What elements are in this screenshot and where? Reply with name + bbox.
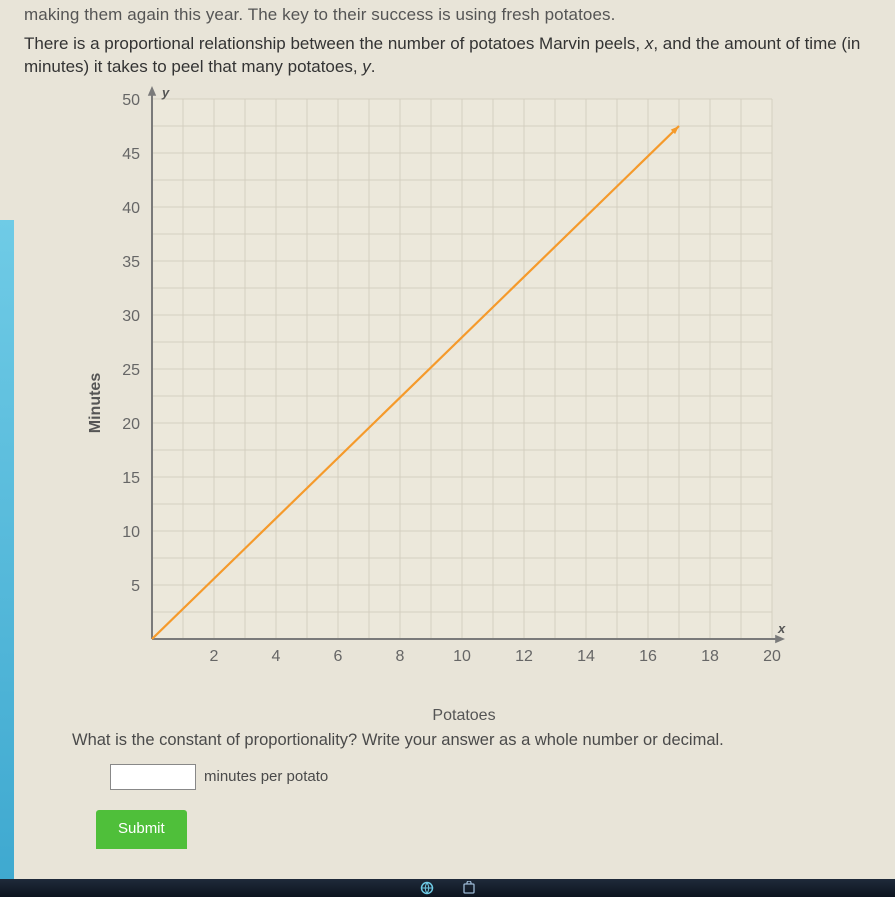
svg-text:20: 20 [122,416,140,433]
answer-row: minutes per potato [110,764,871,790]
svg-text:4: 4 [272,648,281,665]
submit-button[interactable]: Submit [96,810,187,849]
intro-cutoff-text: making them again this year. The key to … [24,4,871,27]
browser-icon[interactable] [420,881,434,895]
svg-text:35: 35 [122,254,140,271]
proportional-chart: y x 2 4 6 8 10 12 14 16 18 20 5 10 15 20 25 30 35 40 45 50 [94,83,834,693]
svg-text:30: 30 [122,308,140,325]
svg-text:10: 10 [122,524,140,541]
svg-text:25: 25 [122,362,140,379]
x-axis-label: Potatoes [432,707,495,725]
question-text: What is the constant of proportionality?… [72,731,871,750]
svg-text:10: 10 [453,648,471,665]
svg-text:5: 5 [131,578,140,595]
problem-statement: There is a proportional relationship bet… [24,33,871,79]
taskbar [0,879,895,897]
svg-text:18: 18 [701,648,719,665]
answer-unit-label: minutes per potato [204,768,328,785]
svg-text:12: 12 [515,648,533,665]
answer-input[interactable] [110,764,196,790]
svg-text:20: 20 [763,648,781,665]
page-content: making them again this year. The key to … [0,0,895,849]
window-edge-left [0,220,14,879]
svg-text:2: 2 [210,648,219,665]
y-axis-label: Minutes [87,373,105,433]
svg-text:x: x [777,621,786,636]
svg-text:6: 6 [334,648,343,665]
problem-text-3: . [371,57,376,76]
svg-text:16: 16 [639,648,657,665]
svg-text:y: y [161,85,170,100]
svg-text:15: 15 [122,470,140,487]
chart-container: Minutes yx246810121416182051015202530354… [94,83,834,723]
variable-y: y [362,57,371,76]
svg-text:40: 40 [122,200,140,217]
svg-text:45: 45 [122,146,140,163]
svg-text:8: 8 [396,648,405,665]
store-icon[interactable] [462,881,476,895]
svg-text:14: 14 [577,648,595,665]
svg-text:50: 50 [122,92,140,109]
problem-text-1: There is a proportional relationship bet… [24,34,645,53]
